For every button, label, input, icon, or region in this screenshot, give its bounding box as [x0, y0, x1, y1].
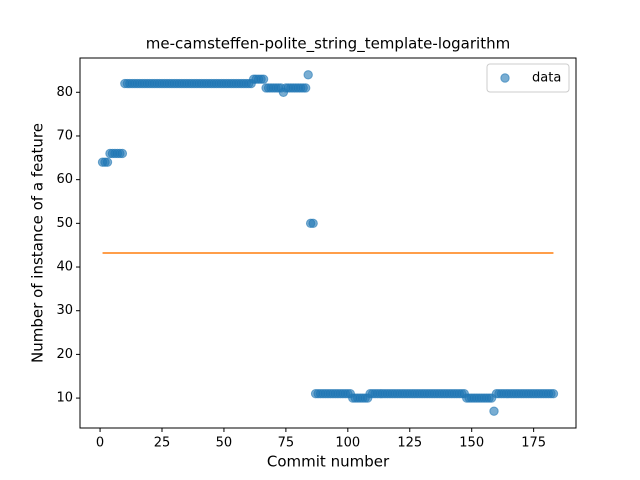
y-tick-label: 50 [56, 216, 73, 231]
axes-frame [79, 57, 577, 429]
data-point [117, 148, 128, 159]
y-tick-label: 40 [56, 260, 73, 275]
y-tick-label: 70 [56, 128, 73, 143]
chart-title: me-camsteffen-polite_string_template-log… [146, 35, 510, 54]
legend-marker [500, 73, 510, 83]
y-axis-label: Number of instance of a feature [29, 123, 47, 363]
x-tick-label: 0 [96, 436, 104, 451]
x-tick-label: 75 [278, 436, 295, 451]
legend-label: data [532, 71, 561, 86]
data-point [303, 70, 313, 80]
x-tick-label: 100 [335, 436, 360, 451]
y-tick-label: 20 [56, 347, 73, 362]
x-tick-label: 150 [459, 436, 484, 451]
data-point [548, 389, 559, 399]
x-tick-label: 175 [521, 436, 546, 451]
y-tick-label: 60 [56, 172, 73, 187]
x-tick-label: 50 [216, 436, 233, 451]
data-point [102, 157, 113, 167]
y-tick-label: 30 [56, 303, 73, 318]
y-tick-label: 80 [56, 85, 73, 100]
x-axis-label: Commit number [267, 453, 390, 471]
data-point [301, 83, 311, 93]
x-tick-label: 125 [397, 436, 422, 451]
data-point [258, 74, 269, 84]
x-tick-label: 25 [154, 436, 171, 451]
y-tick-label: 10 [56, 391, 73, 406]
legend-box [486, 63, 570, 93]
data-point [308, 218, 318, 229]
data-point [489, 406, 499, 416]
